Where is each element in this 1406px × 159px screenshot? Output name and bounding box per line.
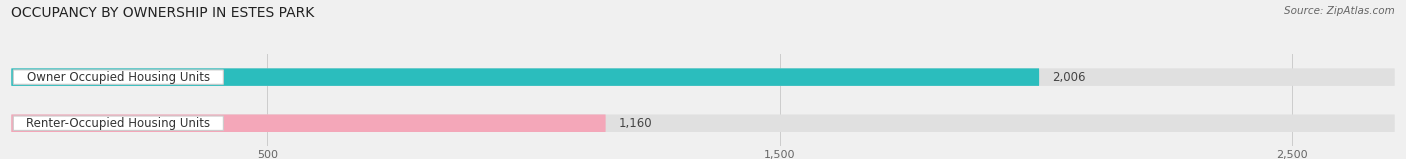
FancyBboxPatch shape	[13, 116, 224, 130]
FancyBboxPatch shape	[11, 68, 1039, 86]
FancyBboxPatch shape	[13, 70, 224, 84]
FancyBboxPatch shape	[11, 114, 606, 132]
Text: OCCUPANCY BY OWNERSHIP IN ESTES PARK: OCCUPANCY BY OWNERSHIP IN ESTES PARK	[11, 6, 315, 20]
Text: Source: ZipAtlas.com: Source: ZipAtlas.com	[1284, 6, 1395, 16]
Text: 2,006: 2,006	[1052, 71, 1085, 84]
FancyBboxPatch shape	[11, 114, 1395, 132]
Text: Renter-Occupied Housing Units: Renter-Occupied Housing Units	[27, 117, 211, 130]
Text: Owner Occupied Housing Units: Owner Occupied Housing Units	[27, 71, 209, 84]
Text: 1,160: 1,160	[619, 117, 652, 130]
FancyBboxPatch shape	[11, 68, 1395, 86]
